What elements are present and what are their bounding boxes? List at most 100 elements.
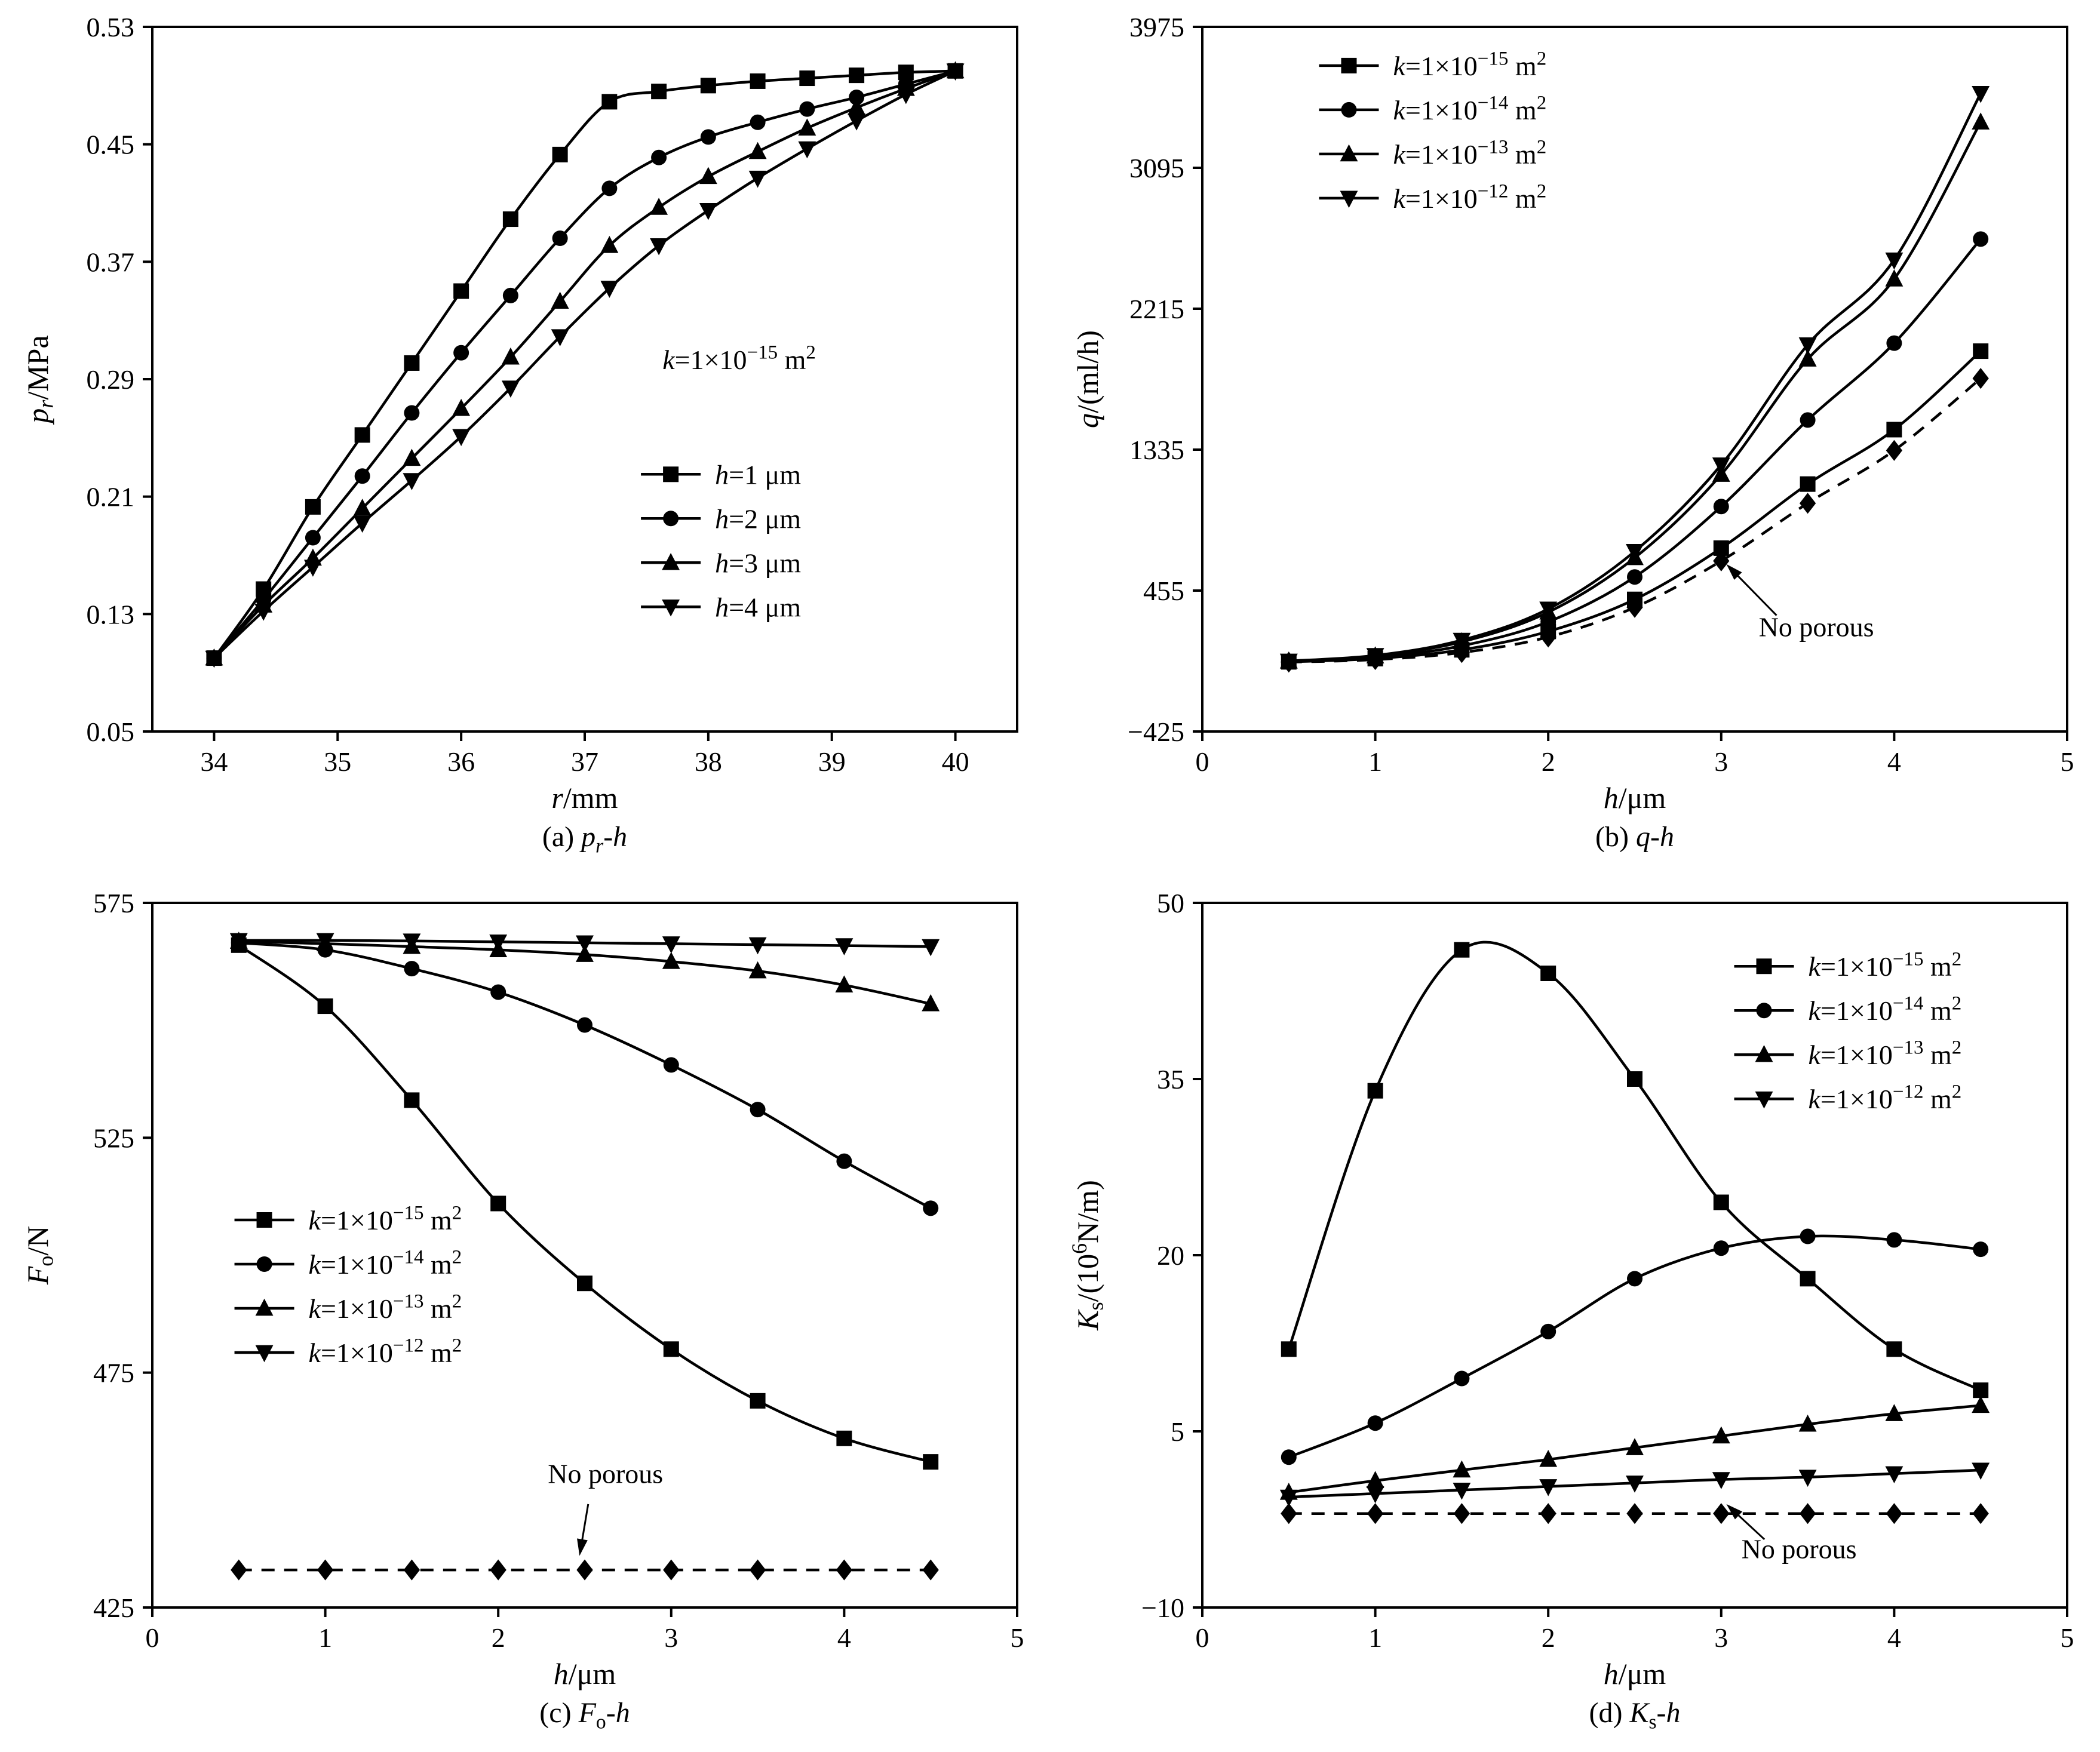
annotation-arrowhead [577, 1538, 588, 1556]
y-tick-label: 0.29 [87, 364, 135, 395]
square-marker [354, 427, 370, 443]
circle-marker [750, 1102, 766, 1118]
triangle-down-marker [748, 937, 767, 955]
triangle-down-marker [946, 63, 965, 81]
legend-label: k=1×10−13 m2 [1809, 1037, 1962, 1070]
circle-marker [923, 1200, 939, 1216]
y-tick-label: 475 [93, 1358, 134, 1388]
circle-marker [1713, 499, 1729, 515]
circle-marker [799, 101, 815, 117]
square-marker [1281, 1341, 1297, 1357]
triangle-down-marker [316, 933, 334, 951]
x-tick-label: 1 [318, 1622, 332, 1653]
y-tick-label: 575 [93, 888, 134, 918]
triangle-down-marker [403, 933, 421, 951]
diamond-marker [1453, 1503, 1470, 1524]
triangle-up-marker [650, 198, 668, 215]
diamond-marker [1626, 1503, 1643, 1524]
square-marker [1973, 343, 1989, 359]
triangle-down-marker [205, 650, 223, 668]
x-tick-label: 5 [1011, 1622, 1024, 1653]
x-tick-label: 0 [1196, 746, 1209, 777]
triangle-down-marker [699, 202, 717, 220]
diamond-marker [576, 1559, 593, 1581]
square-marker [1454, 942, 1470, 958]
triangle-up-marker [1972, 112, 1990, 130]
square-marker [1627, 1071, 1642, 1087]
triangle-down-marker [1366, 1486, 1384, 1504]
legend-label: k=1×10−12 m2 [1809, 1081, 1962, 1114]
diamond-marker [1626, 597, 1643, 618]
triangle-down-marker [1712, 457, 1730, 475]
circle-marker [502, 287, 518, 303]
y-tick-label: 0.05 [87, 717, 135, 747]
x-axis-label: r/mm [551, 781, 618, 814]
square-marker [502, 211, 518, 228]
x-tick-label: 5 [2061, 1622, 2074, 1653]
y-tick-label: 0.53 [87, 12, 135, 42]
annotation-text: No porous [1742, 1533, 1857, 1564]
triangle-down-marker [576, 935, 594, 953]
triangle-up-marker [1755, 1044, 1773, 1062]
triangle-down-marker [1279, 1489, 1298, 1507]
triangle-down-marker [489, 934, 508, 952]
y-tick-label: 35 [1157, 1064, 1184, 1095]
circle-marker [1367, 1415, 1383, 1431]
triangle-down-marker [662, 936, 680, 954]
diamond-marker [1713, 550, 1730, 571]
x-tick-label: 2 [1542, 1622, 1555, 1653]
y-tick-label: 2215 [1129, 294, 1184, 324]
circle-marker [651, 149, 667, 165]
triangle-down-marker [1712, 1472, 1730, 1489]
triangle-down-marker [303, 560, 322, 577]
triangle-down-marker [1885, 252, 1903, 270]
triangle-up-marker [662, 952, 680, 969]
square-marker [317, 998, 333, 1015]
y-tick-label: 5 [1171, 1416, 1184, 1447]
diamond-marker [403, 1559, 420, 1581]
diamond-marker [1972, 1503, 1989, 1524]
annotation-arrow [1733, 1511, 1766, 1541]
x-tick-label: 1 [1368, 1622, 1382, 1653]
triangle-down-marker [835, 938, 853, 955]
triangle-up-marker [1798, 1414, 1817, 1432]
y-axis-label: Ks/(106N/m) [1067, 1180, 1108, 1330]
circle-marker [1973, 231, 1989, 247]
square-marker [750, 1393, 766, 1409]
y-tick-label: 50 [1157, 888, 1184, 918]
subplot-a-caption: (a) pr-h [542, 821, 628, 857]
diamond-marker [1540, 626, 1556, 648]
square-marker [305, 499, 321, 515]
x-tick-label: 35 [324, 746, 351, 777]
x-tick-label: 40 [942, 746, 969, 777]
triangle-up-marker [798, 118, 816, 136]
x-tick-label: 3 [664, 1622, 678, 1653]
diamond-marker [1713, 1503, 1730, 1524]
triangle-up-marker [1626, 1438, 1644, 1455]
diamond-marker [663, 1559, 680, 1581]
triangle-down-marker [1798, 1470, 1817, 1487]
annotation-arrowhead [1726, 1504, 1743, 1520]
circle-marker [1341, 102, 1357, 118]
subplot-c-plot: 0 1 2 3 4 5 425 475 525 575 h/μm Fo/N k=1×10−15 m2 k=… [21, 888, 1024, 1690]
subplot-a: 34 35 36 37 38 39 40 0.05 0.13 0.21 0.29 0.37 0.45 0.… [0, 0, 1050, 876]
circle-marker [1800, 1228, 1816, 1244]
x-tick-label: 38 [695, 746, 722, 777]
plot-frame [151, 26, 1018, 733]
triangle-down-marker [600, 281, 619, 298]
diamond-marker [1799, 493, 1816, 514]
circle-marker [305, 530, 321, 546]
x-tick-label: 0 [146, 1622, 159, 1653]
square-marker [799, 70, 815, 87]
subplot-a-plot: 34 35 36 37 38 39 40 0.05 0.13 0.21 0.29 0.37 0.45 0.… [21, 12, 1018, 814]
diamond-marker [1972, 368, 1989, 389]
y-tick-label: 0.13 [87, 599, 135, 629]
legend-label: h=4 μm [715, 592, 801, 622]
annotation-arrow [1733, 571, 1777, 616]
subplot-c-caption: (c) Fo-h [539, 1697, 630, 1733]
triangle-down-marker [798, 141, 816, 159]
x-tick-label: 4 [1887, 1622, 1901, 1653]
square-marker [1886, 422, 1902, 438]
diamond-marker [836, 1559, 853, 1581]
square-marker [1713, 1194, 1729, 1210]
